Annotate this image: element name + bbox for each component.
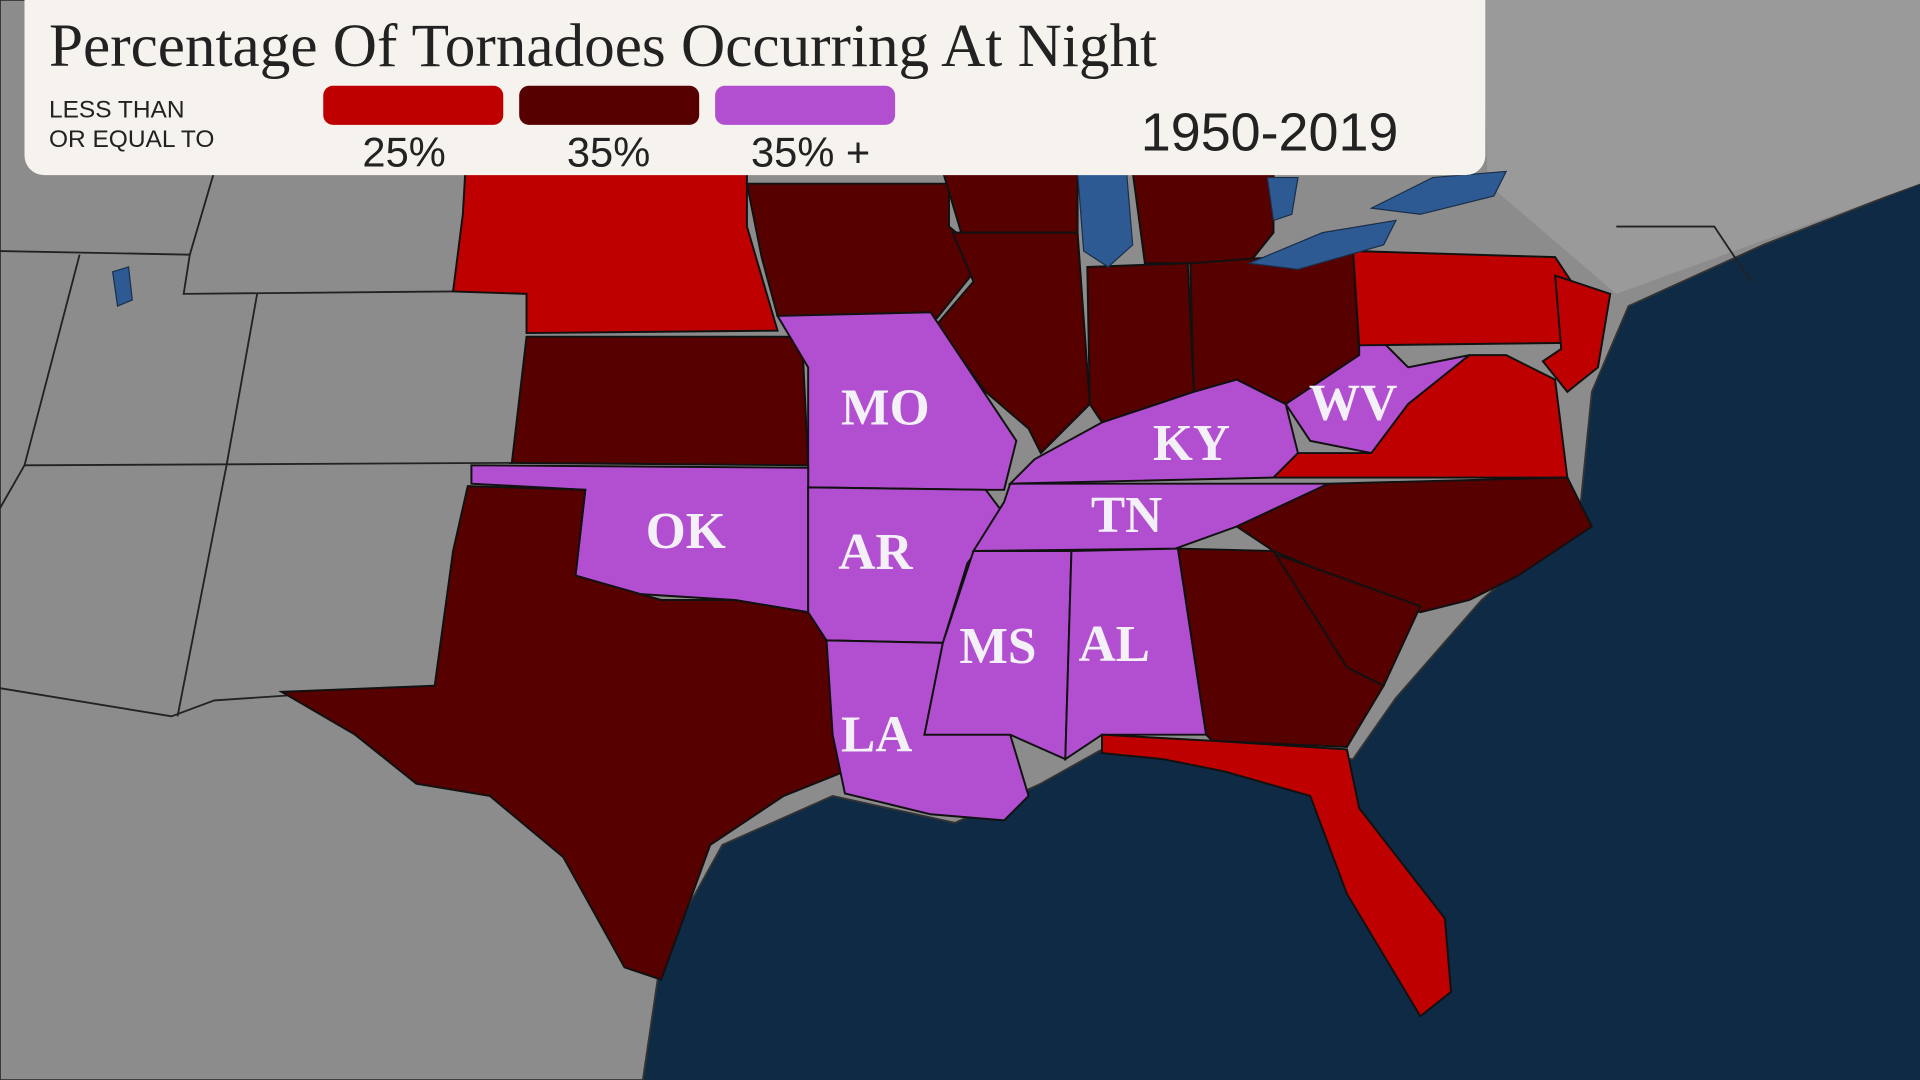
state: [1352, 250, 1581, 347]
state: [1541, 274, 1612, 394]
state-label: MO: [841, 379, 930, 436]
state: [278, 485, 846, 981]
state-label: AR: [838, 524, 913, 581]
legend-note: LESS THAN: [49, 97, 185, 124]
lake: [1246, 219, 1398, 271]
state-label: AL: [1079, 616, 1150, 673]
legend-swatch: [519, 85, 700, 125]
header: Percentage Of Tornadoes Occurring At Nig…: [24, 0, 1486, 176]
state: [775, 311, 1018, 491]
lake: [111, 266, 133, 307]
state-label: TN: [1091, 487, 1162, 544]
state: [745, 182, 988, 320]
legend-swatch: [323, 85, 504, 125]
title: Percentage Of Tornadoes Occurring At Nig…: [49, 12, 1157, 80]
state-labels: MO OK AR KY TN WV MS AL LA: [646, 375, 1398, 764]
states: [278, 170, 1612, 1018]
lake: [1369, 170, 1508, 215]
lake: [1266, 176, 1299, 222]
period: 1950-2019: [1141, 103, 1399, 163]
state: [1101, 733, 1453, 1018]
legend-label: 35%: [567, 129, 650, 176]
land-east: [1481, 0, 1920, 294]
lakes: [111, 170, 1508, 307]
state-label: MS: [959, 618, 1036, 675]
legend-label: 35% +: [751, 129, 870, 176]
state-label: OK: [646, 503, 726, 560]
legend-note: OR EQUAL TO: [49, 126, 214, 153]
legend-label: 25%: [362, 129, 445, 176]
state: [941, 170, 1079, 234]
state-label: LA: [841, 706, 912, 763]
lake: [1076, 170, 1134, 268]
state-label: WV: [1309, 375, 1398, 432]
state: [1176, 547, 1386, 748]
state-label: KY: [1153, 415, 1230, 472]
state: [1131, 170, 1275, 265]
state: [451, 170, 779, 335]
state: [935, 231, 1091, 455]
legend-swatch: [715, 85, 896, 125]
state: [1234, 476, 1594, 614]
state: [1271, 354, 1569, 479]
state: [510, 335, 810, 467]
